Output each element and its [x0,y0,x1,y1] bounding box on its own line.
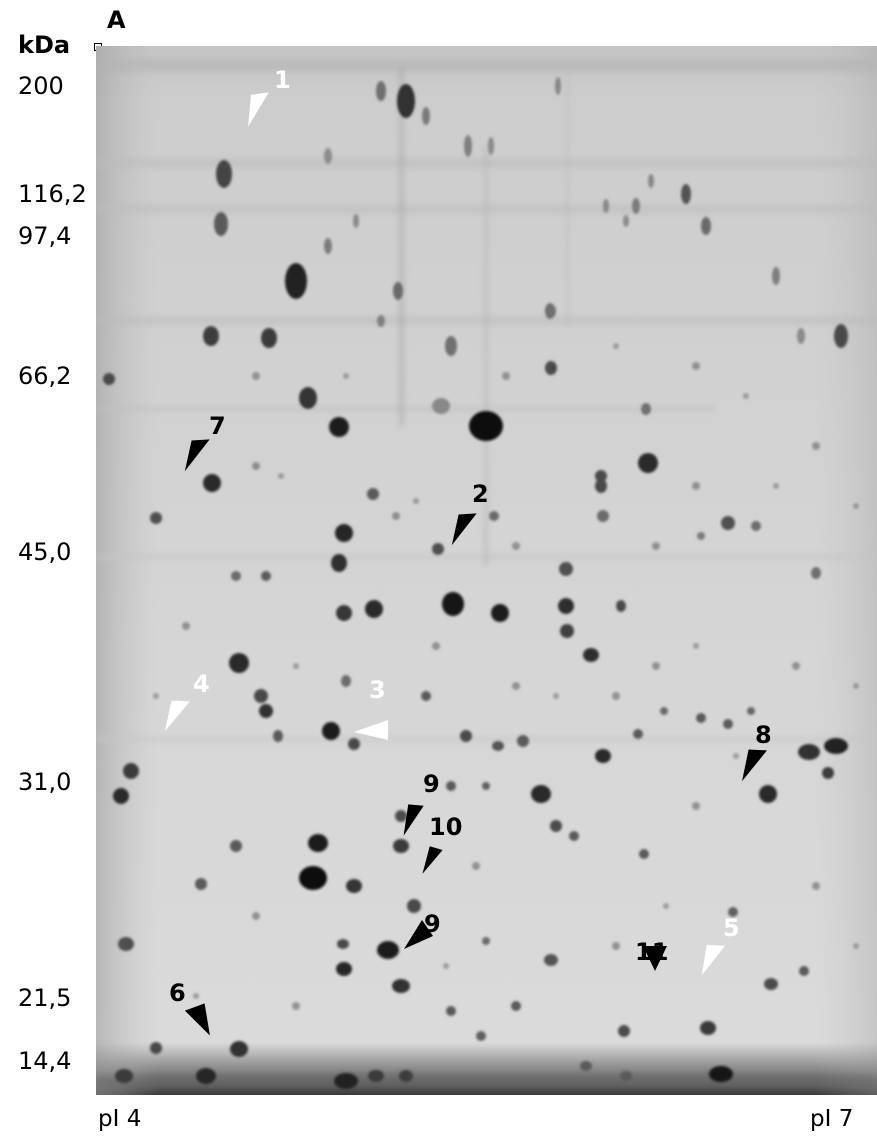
arrow-5: 5 [701,914,740,976]
svg-text:3: 3 [369,676,386,704]
arrow-8: 8 [741,721,772,782]
mw-marker-45: 45,0 [18,538,72,566]
mw-marker-14: 14,4 [18,1047,72,1075]
svg-text:9: 9 [423,770,440,798]
svg-text:2: 2 [472,480,489,508]
arrow-6: 6 [169,979,210,1036]
svg-text:1: 1 [274,66,291,94]
mw-marker-116: 116,2 [18,180,87,208]
arrow-10: 10 [422,813,462,874]
mw-marker-31: 31,0 [18,768,72,796]
arrow-9-bottom: 9 [404,910,441,949]
mw-marker-66: 66,2 [18,362,72,390]
gel-image: 1 7 2 4 3 8 9 [96,46,877,1095]
svg-text:4: 4 [193,670,210,698]
y-axis-unit: kDa [18,31,71,59]
arrow-3: 3 [354,676,388,740]
x-axis-right-label: pI 7 [810,1106,854,1132]
svg-text:11: 11 [635,938,668,966]
svg-text:7: 7 [209,412,226,440]
annotation-arrows: 1 7 2 4 3 8 9 [164,66,772,1036]
arrow-1: 1 [248,66,291,127]
mw-marker-97: 97,4 [18,222,72,250]
svg-text:9: 9 [424,910,441,938]
svg-text:6: 6 [169,979,186,1007]
gel-vertical-streaks [399,66,569,566]
svg-text:10: 10 [429,813,462,841]
protein-spots [103,77,848,1089]
faint-spots [153,343,859,1010]
mw-marker-21: 21,5 [18,984,72,1012]
arrow-4: 4 [164,670,210,732]
svg-text:5: 5 [723,914,740,942]
mw-marker-200: 200 [18,72,64,100]
svg-text:8: 8 [755,721,772,749]
panel-label: A [107,6,126,34]
x-axis-left-label: pI 4 [98,1106,142,1132]
arrow-9-top: 9 [403,770,440,836]
arrow-11: 11 [635,938,668,971]
